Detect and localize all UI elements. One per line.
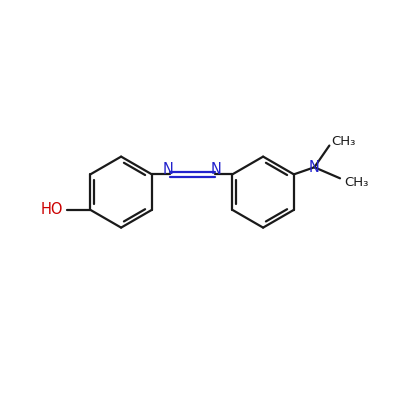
Text: HO: HO xyxy=(41,202,64,217)
Text: N: N xyxy=(162,162,174,177)
Text: CH₃: CH₃ xyxy=(344,176,368,189)
Text: N: N xyxy=(211,162,222,177)
Text: CH₃: CH₃ xyxy=(331,135,356,148)
Text: N: N xyxy=(309,160,320,175)
